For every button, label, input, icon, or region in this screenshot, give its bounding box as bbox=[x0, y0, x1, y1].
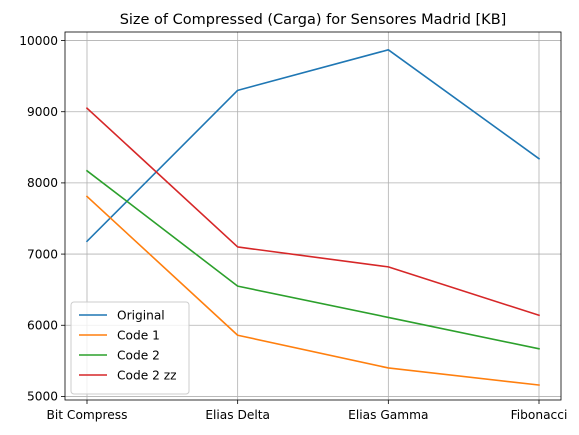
x-tick-label: Bit Compress bbox=[47, 408, 128, 422]
legend-label: Code 1 bbox=[117, 328, 160, 342]
legend-label: Original bbox=[117, 308, 165, 322]
series-line-original bbox=[87, 50, 539, 241]
y-tick-label: 5000 bbox=[27, 390, 58, 404]
legend-label: Code 2 zz bbox=[117, 368, 177, 382]
x-tick-label: Elias Delta bbox=[205, 408, 270, 422]
y-tick-label: 8000 bbox=[27, 176, 58, 190]
y-tick-label: 6000 bbox=[27, 319, 58, 333]
y-tick-label: 10000 bbox=[19, 34, 58, 48]
y-tick-label: 7000 bbox=[27, 247, 58, 261]
series-line-code-2-zz bbox=[87, 108, 539, 315]
chart-title: Size of Compressed (Carga) for Sensores … bbox=[120, 12, 507, 28]
x-tick-label: Fibonacci bbox=[511, 408, 568, 422]
legend-label: Code 2 bbox=[117, 348, 160, 362]
legend: Original Code 1 Code 2 Code 2 zz bbox=[71, 302, 189, 394]
y-tick-label: 9000 bbox=[27, 105, 58, 119]
x-tick-label: Elias Gamma bbox=[348, 408, 428, 422]
